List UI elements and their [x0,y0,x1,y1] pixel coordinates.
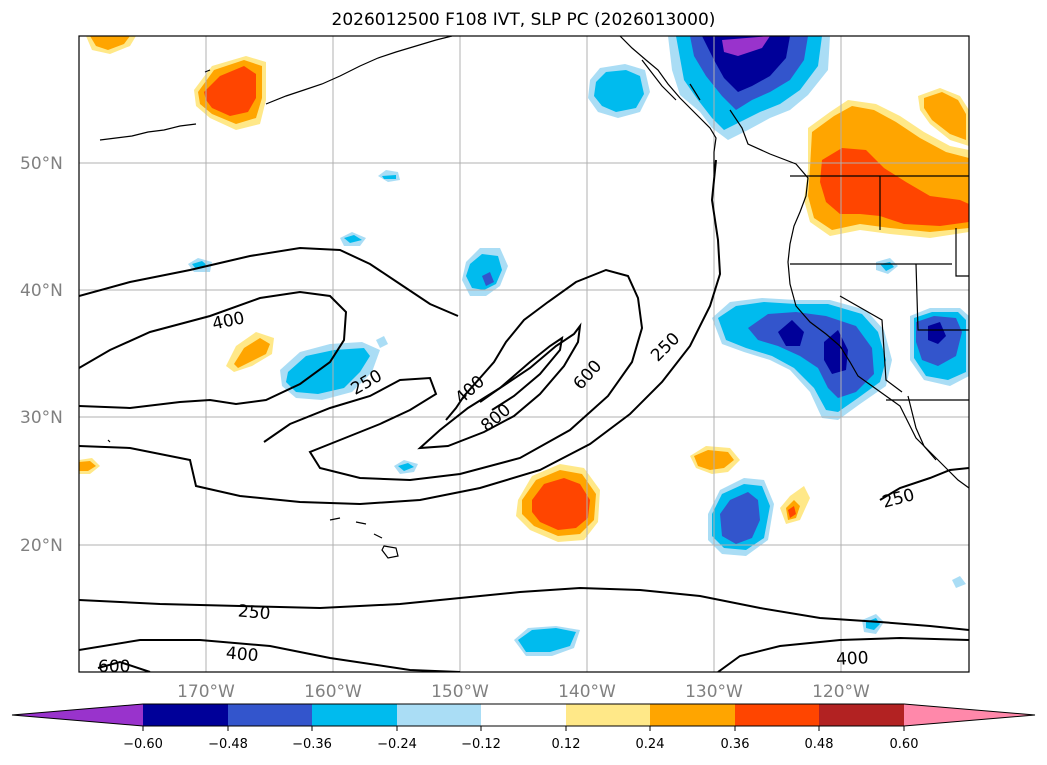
contour-label: 400 [836,648,869,670]
lon-label: 150°W [431,682,489,702]
lon-label: 140°W [558,682,616,702]
contour-label: 600 [98,657,130,677]
coastlines [99,36,969,559]
colorbar-segment [481,704,566,726]
colorbar-tick: 0.60 [890,737,919,752]
colorbar-segment [143,704,228,726]
colorbar-tick: −0.36 [292,737,332,752]
latitude-labels: 50°N 40°N 30°N 20°N [20,154,63,556]
lat-label: 50°N [20,154,63,174]
map-panel: 400 250 400 800 600 250 250 250 400 600 … [79,36,969,677]
lon-label: 160°W [304,682,362,702]
slp-contours [79,159,969,672]
longitude-labels: 170°W 160°W 150°W 140°W 130°W 120°W [177,682,870,702]
map-frame [78,35,970,673]
colorbar-segment [566,704,650,726]
colorbar-tick: −0.48 [208,737,248,752]
colorbar-tick: 0.36 [721,737,750,752]
colorbar-segment [312,704,397,726]
colorbar-tick: 0.24 [636,737,665,752]
colorbar-tick: −0.60 [123,737,163,752]
lat-label: 30°N [20,408,63,428]
colorbar-segment [650,704,735,726]
gridlines [79,36,969,672]
colorbar-extend-low [12,704,143,726]
colorbar-segment [397,704,481,726]
colorbar-extend-high [904,704,1035,726]
lon-label: 130°W [685,682,743,702]
colorbar-tick: −0.24 [377,737,417,752]
colorbar-tick: 0.12 [552,737,581,752]
lon-label: 170°W [177,682,235,702]
colorbar-segment [819,704,904,726]
contour-label: 250 [237,601,271,624]
map-title: 2026012500 F108 IVT, SLP PC (2026013000) [331,10,716,30]
colorbar-tick: 0.48 [805,737,834,752]
lat-label: 20°N [20,536,63,556]
colorbar: −0.60 −0.48 −0.36 −0.24 −0.12 0.12 0.24 … [11,703,1036,752]
contour-label: 400 [225,643,259,666]
ivt-shading [79,36,969,656]
lat-label: 40°N [20,281,63,301]
colorbar-tick: −0.12 [461,737,501,752]
colorbar-segment [228,704,312,726]
colorbar-segment [735,704,819,726]
lon-label: 120°W [812,682,870,702]
